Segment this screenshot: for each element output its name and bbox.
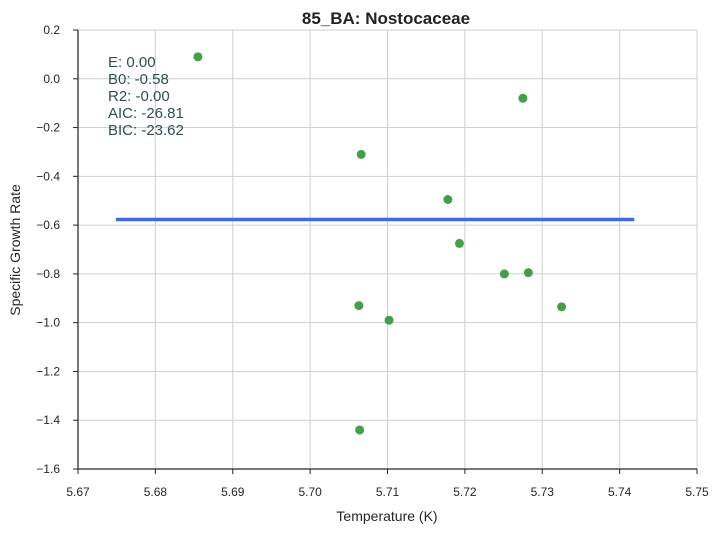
stat-aic: AIC: -26.81 <box>108 105 184 122</box>
data-point <box>443 195 453 205</box>
x-tick-label: 5.75 <box>685 485 709 499</box>
y-tick-label: −0.8 <box>36 267 60 281</box>
data-points <box>193 52 567 435</box>
data-point <box>518 93 528 103</box>
data-point <box>384 315 394 325</box>
stat-e: E: 0.00 <box>108 54 156 71</box>
x-tick-label: 5.69 <box>221 485 245 499</box>
data-point <box>499 269 509 279</box>
y-tick-label: −0.2 <box>36 121 60 135</box>
y-tick-label: −1.0 <box>36 316 60 330</box>
y-tick-label: 0.0 <box>43 72 60 86</box>
fit-stats: E: 0.00 B0: -0.58 R2: -0.00 AIC: -26.81 … <box>108 54 184 139</box>
y-tick-label: −1.2 <box>36 364 60 378</box>
stat-bic: BIC: -23.62 <box>108 122 184 139</box>
x-tick-label: 5.70 <box>298 485 322 499</box>
data-point <box>355 425 365 435</box>
stat-r2: R2: -0.00 <box>108 88 170 105</box>
data-point <box>557 302 567 312</box>
grid-lines <box>77 29 698 470</box>
stat-b0: B0: -0.58 <box>108 71 169 88</box>
y-tick-label: 0.2 <box>43 23 60 37</box>
y-tick-label: −1.6 <box>36 462 60 476</box>
x-tick-label: 5.73 <box>531 485 555 499</box>
data-point <box>354 301 364 311</box>
x-tick-label: 5.71 <box>376 485 400 499</box>
data-point <box>356 149 366 159</box>
y-ticks: 0.2 0.0 −0.2 −0.4 −0.6 −0.8 −1.0 −1.2 −1.4 −1.6 <box>36 23 78 476</box>
x-axis-label: Temperature (K) <box>336 508 437 524</box>
x-tick-label: 5.67 <box>66 485 90 499</box>
data-point <box>193 52 203 62</box>
y-tick-label: −0.6 <box>36 218 60 232</box>
chart-title: 85_BA: Nostocaceae <box>302 9 470 28</box>
data-point <box>454 238 464 248</box>
x-tick-label: 5.68 <box>144 485 168 499</box>
y-tick-label: −0.4 <box>36 169 60 183</box>
y-tick-label: −1.4 <box>36 413 60 427</box>
y-axis-label: Specific Growth Rate <box>7 184 23 316</box>
data-point <box>523 268 533 278</box>
x-ticks: 5.67 5.68 5.69 5.70 5.71 5.72 5.73 5.74 5.75 <box>66 469 709 499</box>
x-tick-label: 5.74 <box>608 485 632 499</box>
x-tick-label: 5.72 <box>453 485 477 499</box>
